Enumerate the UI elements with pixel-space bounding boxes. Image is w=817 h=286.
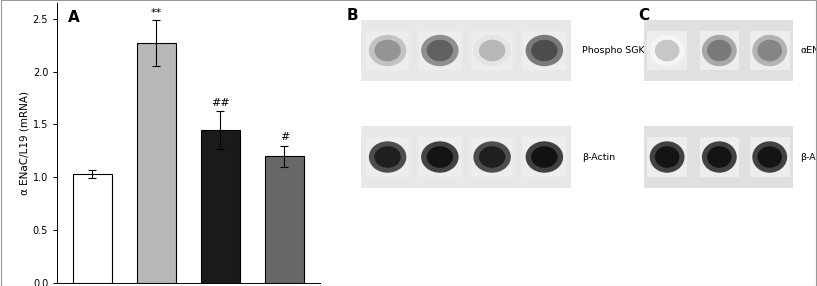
Bar <box>699 137 739 177</box>
Bar <box>750 31 789 70</box>
Bar <box>136 43 176 283</box>
Bar <box>366 31 409 70</box>
Bar <box>647 137 687 177</box>
Text: $^{S422D}$SGK1: $^{S422D}$SGK1 <box>695 0 739 3</box>
Ellipse shape <box>368 141 406 173</box>
Ellipse shape <box>655 146 680 168</box>
Bar <box>647 31 687 70</box>
Ellipse shape <box>707 146 731 168</box>
Ellipse shape <box>473 35 511 66</box>
Ellipse shape <box>757 40 782 61</box>
Text: LEFTYA + EMD: LEFTYA + EMD <box>521 0 578 3</box>
Ellipse shape <box>368 35 406 66</box>
Bar <box>750 137 789 177</box>
Text: β-Actin: β-Actin <box>583 152 615 162</box>
Text: **: ** <box>151 8 162 18</box>
Text: Phospho SGK1: Phospho SGK1 <box>583 46 651 55</box>
Ellipse shape <box>650 141 685 173</box>
Ellipse shape <box>702 35 737 66</box>
Ellipse shape <box>426 40 453 61</box>
Ellipse shape <box>426 146 453 168</box>
Bar <box>361 126 571 188</box>
Ellipse shape <box>525 35 563 66</box>
Text: β-Actin: β-Actin <box>801 152 817 162</box>
Text: LEFTYA: LEFTYA <box>417 0 447 3</box>
Ellipse shape <box>479 40 506 61</box>
Text: αENaC: αENaC <box>801 46 817 55</box>
Text: Con: Con <box>645 0 665 3</box>
Text: EMD: EMD <box>469 0 490 3</box>
Ellipse shape <box>752 141 787 173</box>
Text: ##: ## <box>211 98 230 108</box>
Text: #: # <box>279 132 289 142</box>
Bar <box>644 20 793 81</box>
Ellipse shape <box>531 146 557 168</box>
Text: $^{K127N}$SGK1: $^{K127N}$SGK1 <box>746 0 790 3</box>
Bar <box>201 130 240 283</box>
Ellipse shape <box>374 40 401 61</box>
Text: C: C <box>638 9 650 23</box>
Bar <box>418 31 461 70</box>
Ellipse shape <box>655 40 680 61</box>
Ellipse shape <box>374 146 401 168</box>
Ellipse shape <box>707 40 731 61</box>
Text: B: B <box>347 9 359 23</box>
Ellipse shape <box>702 141 737 173</box>
Bar <box>471 31 513 70</box>
Ellipse shape <box>650 35 685 66</box>
Bar <box>361 20 571 81</box>
Bar <box>366 137 409 177</box>
Bar <box>523 137 565 177</box>
Text: Con: Con <box>364 0 384 3</box>
Ellipse shape <box>757 146 782 168</box>
Ellipse shape <box>421 141 458 173</box>
Bar <box>471 137 513 177</box>
Ellipse shape <box>473 141 511 173</box>
Ellipse shape <box>421 35 458 66</box>
Bar <box>523 31 565 70</box>
Y-axis label: α ENaC/L19 (mRNA): α ENaC/L19 (mRNA) <box>20 91 30 195</box>
Ellipse shape <box>531 40 557 61</box>
Ellipse shape <box>525 141 563 173</box>
Text: A: A <box>68 10 80 25</box>
Bar <box>644 126 793 188</box>
Bar <box>699 31 739 70</box>
Ellipse shape <box>479 146 506 168</box>
Bar <box>265 156 304 283</box>
Bar <box>73 174 112 283</box>
Bar <box>418 137 461 177</box>
Ellipse shape <box>752 35 787 66</box>
